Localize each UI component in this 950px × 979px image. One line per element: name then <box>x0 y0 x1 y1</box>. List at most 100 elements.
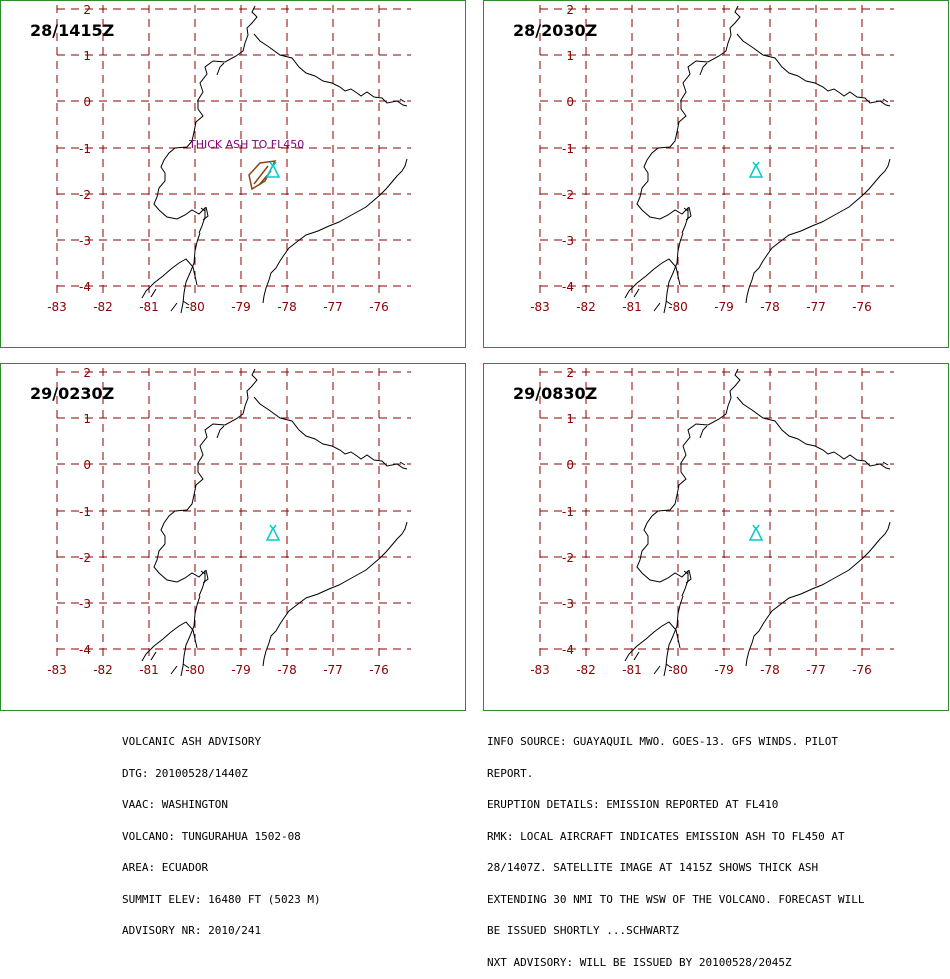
coastline-path <box>200 570 206 575</box>
lon-tick-label: -82 <box>93 300 113 314</box>
lat-tick-label: 2 <box>566 366 574 380</box>
lon-tick-label: -76 <box>852 300 872 314</box>
lat-tick-label: -2 <box>79 551 91 565</box>
lat-tick-label: -1 <box>79 505 91 519</box>
coastline-path <box>180 232 201 314</box>
lon-tick-label: -79 <box>231 300 251 314</box>
coastline-path <box>153 5 258 234</box>
coastline-path <box>683 570 689 575</box>
map-svg: 2 1 0 -1 -2 -3 -4 -83 -82 -81 -80 -79 -78 -77 -76 29/08… <box>513 366 894 677</box>
volcano-plume <box>752 161 756 166</box>
coastline-path <box>262 158 408 304</box>
coastline-path <box>170 665 178 675</box>
advisory-header-text: VOLCANIC ASH ADVISORY DTG: 20100528/1440… <box>122 716 321 947</box>
coastline-path <box>653 302 661 312</box>
coastline-path <box>399 98 406 103</box>
lat-tick-label: 0 <box>83 95 91 109</box>
lat-tick-label: 2 <box>83 3 91 17</box>
ash-cloud-polygon <box>248 160 277 191</box>
coastline-path <box>182 300 190 306</box>
coastline-path <box>216 425 225 439</box>
coastline-path <box>216 62 225 76</box>
lon-tick-label: -80 <box>668 300 688 314</box>
lat-tick-label: -2 <box>562 551 574 565</box>
remarks-line: ERUPTION DETAILS: EMISSION REPORTED AT F… <box>487 798 779 811</box>
coastline-path <box>653 665 661 675</box>
timestamp-label: 28/2030Z <box>513 21 597 40</box>
lon-tick-label: -79 <box>714 300 734 314</box>
lon-tick-label: -82 <box>93 663 113 677</box>
coastline <box>624 5 891 314</box>
coastline-path <box>699 62 708 76</box>
lat-lon-grid <box>539 368 894 656</box>
lon-tick-label: -78 <box>277 300 297 314</box>
ash-outline <box>248 160 277 191</box>
lat-tick-label: -4 <box>79 643 91 657</box>
lon-tick-label: -77 <box>323 300 343 314</box>
coastline-path <box>150 651 157 661</box>
map-svg: 2 1 0 -1 -2 -3 -4 -83 -82 -81 -80 -79 -78 -77 -76 28/20… <box>513 3 894 314</box>
coastline-path <box>633 651 640 661</box>
lon-tick-label: -78 <box>760 300 780 314</box>
volcano-triangle <box>265 526 281 541</box>
volcano-triangle-icon <box>265 161 281 178</box>
coastline-path <box>200 207 206 212</box>
lon-tick-label: -81 <box>139 663 159 677</box>
lat-tick-label: -3 <box>562 234 574 248</box>
coastline-path <box>685 206 692 221</box>
map-panel-3: 2 1 0 -1 -2 -3 -4 -83 -82 -81 -80 -79 -78 -77 -76 29/02… <box>0 363 466 711</box>
lat-tick-label: 2 <box>566 3 574 17</box>
advisory-line: VOLCANO: TUNGURAHUA 1502-08 <box>122 829 301 843</box>
coastline-path <box>882 461 889 466</box>
lat-tick-label: -4 <box>79 280 91 294</box>
coastline-path <box>736 396 891 470</box>
lon-tick-label: -81 <box>139 300 159 314</box>
lat-lon-grid <box>56 368 411 656</box>
lon-tick-label: -76 <box>369 663 389 677</box>
lat-lon-grid <box>539 5 894 293</box>
map-panel-2: 2 1 0 -1 -2 -3 -4 -83 -82 -81 -80 -79 -78 -77 -76 28/20… <box>483 0 949 348</box>
timestamp-label: 29/0830Z <box>513 384 597 403</box>
lat-tick-label: 1 <box>566 49 574 63</box>
volcano-plume <box>752 524 756 529</box>
advisory-line: ADVISORY NR: 2010/241 <box>122 924 262 937</box>
coastline-path <box>624 621 681 662</box>
advisory-line: VOLCANIC ASH ADVISORY <box>122 735 262 748</box>
advisory-line: AREA: ECUADOR <box>122 861 209 874</box>
coastline-path <box>153 368 258 597</box>
coastline <box>141 5 408 314</box>
lat-tick-label: -3 <box>79 597 91 611</box>
volcano-triangle <box>748 526 764 541</box>
coastline-path <box>150 288 157 298</box>
coastline-path <box>182 663 190 669</box>
coastline-path <box>699 425 708 439</box>
remarks-line: BE ISSUED SHORTLY ...SCHWARTZ <box>487 924 680 937</box>
lat-tick-label: -4 <box>562 643 574 657</box>
coastline-path <box>202 569 209 584</box>
ash-hatch <box>253 165 269 185</box>
lat-tick-label: 1 <box>566 412 574 426</box>
advisory-line: VAAC: WASHINGTON <box>122 798 228 811</box>
volcano-plume <box>273 161 277 166</box>
lon-tick-label: -83 <box>47 663 67 677</box>
coastline-path <box>736 33 891 107</box>
lat-tick-label: -1 <box>79 142 91 156</box>
coastline-path <box>745 158 891 304</box>
volcano-plume <box>756 161 760 166</box>
coastline-path <box>399 461 406 466</box>
lon-tick-label: -76 <box>852 663 872 677</box>
lon-tick-label: -80 <box>185 300 205 314</box>
remarks-line: REPORT. <box>487 766 534 780</box>
lon-tick-label: -79 <box>231 663 251 677</box>
advisory-remarks-text: INFO SOURCE: GUAYAQUIL MWO. GOES-13. GFS… <box>487 716 865 979</box>
coastline-path <box>624 258 681 299</box>
map-panel-1: 2 1 0 -1 -2 -3 -4 -83 -82 -81 -80 -79 -78 -77 -76 28/14… <box>0 0 466 348</box>
lat-tick-label: -3 <box>562 597 574 611</box>
lat-tick-label: 1 <box>83 49 91 63</box>
coastline-path <box>633 288 640 298</box>
coastline-path <box>663 595 684 677</box>
timestamp-label: 29/0230Z <box>30 384 114 403</box>
volcano-plume <box>269 161 273 166</box>
lon-tick-label: -81 <box>622 663 642 677</box>
lon-tick-label: -77 <box>323 663 343 677</box>
